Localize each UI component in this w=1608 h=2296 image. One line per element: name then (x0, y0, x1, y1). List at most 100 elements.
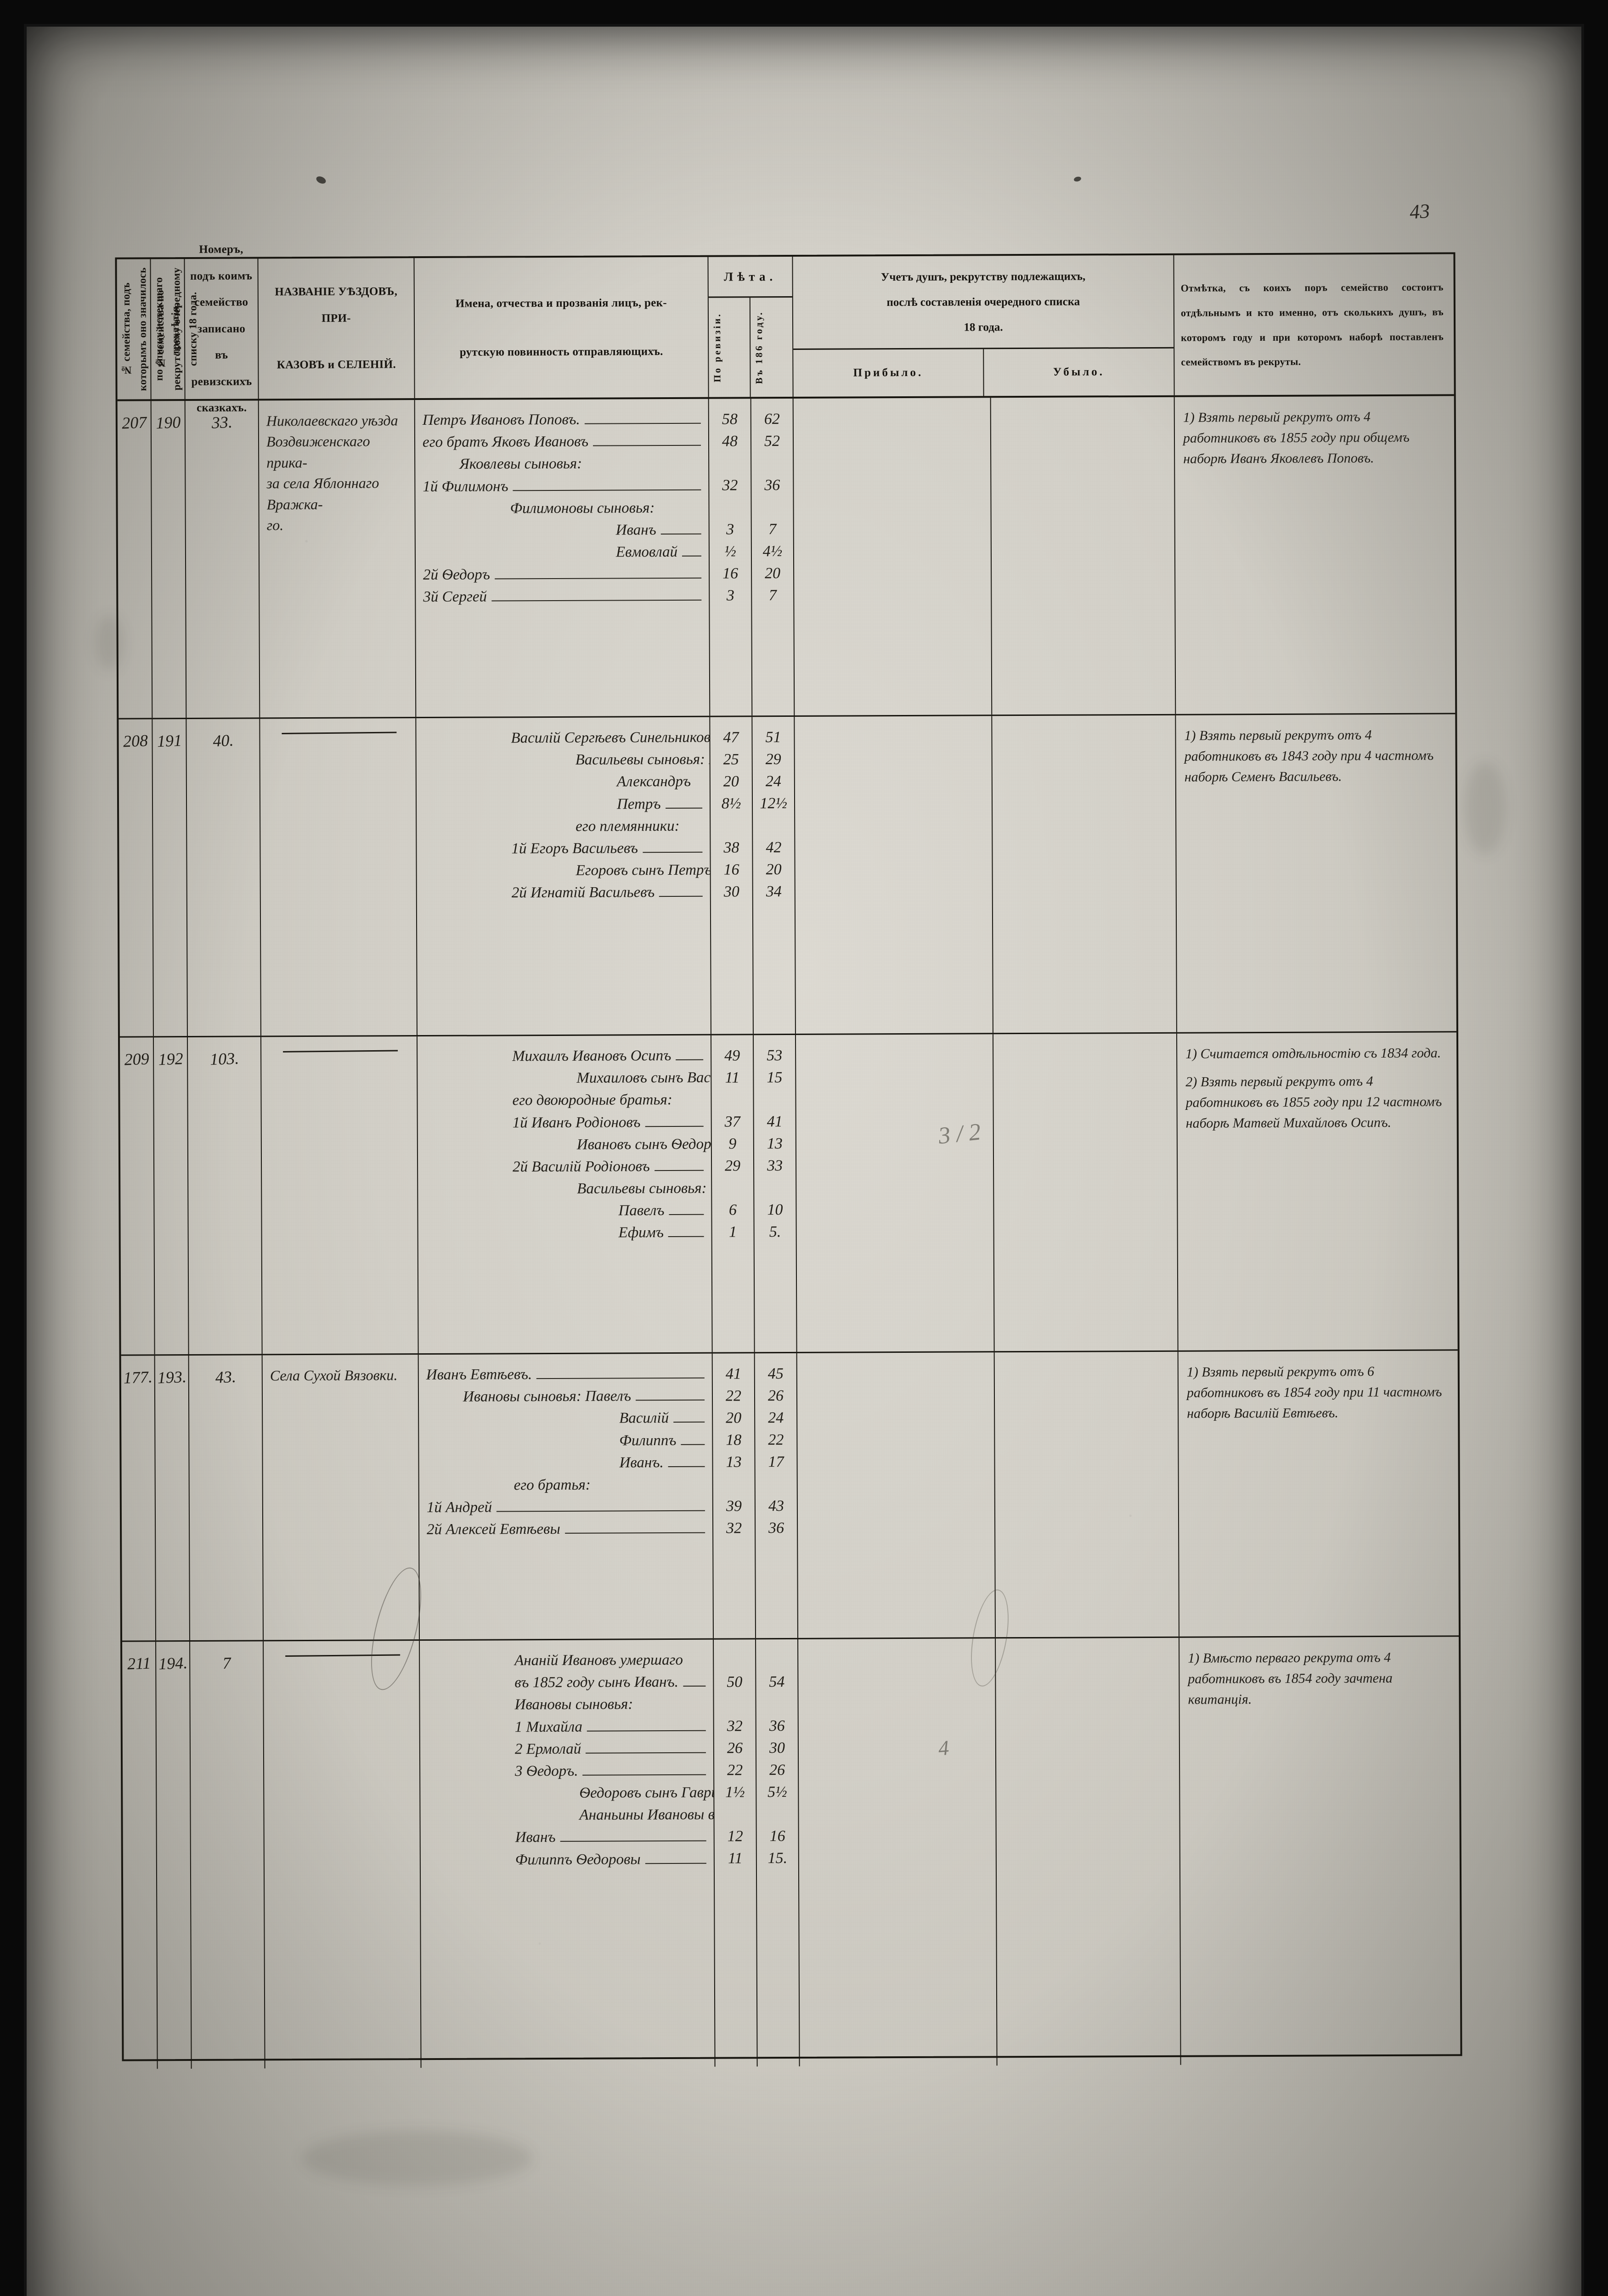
cell-place (264, 1641, 422, 2069)
person-name: Ивановъ сынъ Ѳедоръ (576, 1136, 713, 1153)
age-value (713, 1473, 755, 1495)
value-revision-number: 33. (211, 412, 233, 432)
table-row: 208 191 40. Василій Сергѣевъ Синельниковъ Ва… (118, 714, 1456, 1038)
cell-remarks: 1) Вмѣсто перваго рекрута отъ 4 работник… (1179, 1637, 1457, 2065)
age-value: 52 (764, 433, 780, 450)
cell-remarks: 1) Взять первый рекрутъ отъ 4 работников… (1176, 714, 1453, 1032)
person-name: Павелъ (618, 1202, 665, 1219)
age-value: 32 (726, 1519, 742, 1537)
age-value: 22 (768, 1431, 784, 1449)
age-value: 47 (723, 729, 739, 746)
value-recruit-list-number: 194. (158, 1653, 188, 1673)
value-recruit-list-number: 192 (158, 1049, 184, 1069)
age-value: 43 (768, 1497, 784, 1515)
value-revision-number: 43. (215, 1367, 237, 1387)
person-name-line: его братья: (427, 1474, 707, 1497)
header-person-names-line1: Имена, отчества и прозванiя лицъ, рек- (455, 297, 667, 310)
cell-recruit-list-number: 191 (152, 719, 188, 1036)
cell-prev-list-number: 211 (122, 1642, 158, 2069)
age-value: 41 (725, 1365, 741, 1383)
age-value: 16 (723, 861, 739, 878)
person-name: Петръ Ивановъ Поповъ. (422, 411, 580, 429)
person-name: 1й Егоръ Васильевъ (511, 840, 638, 857)
age-value: 51 (765, 729, 781, 746)
person-name-line: Ивановъ сынъ Ѳедоръ (425, 1133, 713, 1156)
age-value: 13 (767, 1135, 783, 1153)
place-line: Николаевскаго уѣзда (266, 412, 398, 429)
age-value: 54 (769, 1673, 785, 1691)
remark-paragraph: 2) Взять первый рекрутъ отъ 4 работников… (1185, 1074, 1442, 1131)
cell-arrived (793, 398, 993, 715)
header-remarks: Отмѣтка, съ коихъ поръ семейство состоит… (1174, 254, 1450, 395)
pencil-annotation: 3 / 2 (937, 1119, 982, 1149)
dot-leader (494, 577, 702, 580)
age-value: 9 (728, 1135, 737, 1153)
ditto-dash (282, 732, 397, 734)
person-name: Иванъ (615, 521, 656, 539)
age-value: 16 (722, 565, 739, 582)
age-value: 36 (764, 477, 780, 494)
table-body: 207 190 33. Николаевскаго уѣзда Воздвиженска… (117, 396, 1461, 2069)
cell-age-current-year: 53 15 41 13 33 10 5. (753, 1035, 797, 1352)
cell-recruit-list-number: 194. (156, 1642, 192, 2069)
person-name: Михаилъ Ивановъ Осипъ (512, 1047, 671, 1065)
table-row: 177. 193. 43. Села Сухой Вязовки. Иванъ Евтѣ… (121, 1351, 1459, 1642)
dot-leader (536, 1377, 705, 1379)
person-name-line: Иванъ (428, 1826, 708, 1849)
age-value: 11 (725, 1069, 740, 1086)
person-name-line: Ананій Ивановъ умершаго (427, 1649, 707, 1672)
value-person-names: Василій Сергѣевъ Синельниковъ Васильевы с… (416, 717, 711, 905)
table-header-row: № семейства, подъ которымъ оно значилось… (117, 243, 1454, 415)
cell-remarks: 1) Взять первый рекрутъ отъ 4 работников… (1175, 396, 1452, 714)
value-age-current-year: 45 26 24 22 17 43 36 (755, 1353, 797, 1539)
age-value: 26 (727, 1739, 743, 1757)
header-person-names: Имена, отчества и прозванiя лицъ, рек- р… (414, 257, 709, 399)
cell-age-current-year: 54 36 30 26 5½ 16 15. (756, 1639, 800, 2067)
person-name-line: Васильевы сыновья: (425, 1177, 706, 1201)
dot-leader (665, 807, 703, 809)
dot-leader (659, 895, 703, 897)
header-age-by-revision: По ревизiи. (708, 298, 751, 397)
person-name: Ѳедоровъ сынъ Гаврила. (579, 1784, 716, 1801)
value-remarks: 1) Взять первый рекрутъ отъ 6 работников… (1179, 1351, 1455, 1424)
cell-age-by-revision: 41 22 20 18 13 39 32 (712, 1353, 756, 1638)
value-age-current-year: 51 29 24 12½ 42 20 34 (752, 717, 795, 902)
age-value: 22 (725, 1387, 742, 1405)
value-place: Села Сухой Вязовки. (263, 1355, 418, 1386)
dot-leader (642, 851, 703, 853)
person-name-line: Ѳедоровъ сынъ Гаврила. (428, 1782, 715, 1805)
person-name: 2й Алексей Евтѣевы (427, 1521, 560, 1538)
age-value: 11 (728, 1850, 743, 1867)
age-value: ½ (724, 543, 736, 560)
age-value: 45 (767, 1365, 784, 1383)
age-value: 24 (765, 773, 781, 790)
person-name-line: Яковлевы сыновья: (423, 452, 703, 476)
dot-leader (584, 422, 701, 424)
value-prev-list-number: 209 (124, 1049, 150, 1069)
header-revision-number-label: Номеръ, подъ коимъ семейство записано въ… (190, 243, 253, 415)
person-name: его братъ Яковъ Ивановъ (422, 433, 589, 451)
cell-arrived (798, 1638, 998, 2066)
person-name: Ивановы сыновья: Павелъ (463, 1388, 632, 1405)
person-name: Ефимъ (618, 1224, 664, 1241)
cell-recruit-list-number: 192 (153, 1037, 189, 1355)
dot-leader (582, 1774, 706, 1776)
age-value: 36 (768, 1519, 784, 1537)
age-value: 50 (727, 1673, 743, 1691)
age-value: 48 (722, 433, 738, 450)
cell-revision-number: 40. (186, 719, 261, 1036)
dot-leader (645, 1863, 706, 1864)
age-value: 36 (769, 1717, 785, 1735)
place-line: Села Сухой Вязовки. (270, 1367, 398, 1384)
person-name: Александръ (616, 773, 691, 790)
folio-number: 43 (1409, 199, 1431, 224)
person-name-line: Иванъ Евтѣевъ. (426, 1363, 706, 1386)
cell-departed (994, 1351, 1180, 1638)
dot-leader (660, 533, 701, 535)
header-recruit-list-number: № семейства по рекрутскому очередному сп… (151, 259, 199, 400)
person-name-line: Василій (426, 1407, 706, 1430)
age-value (714, 1803, 756, 1825)
remark-paragraph: 1) Считается отдѣльностію съ 1834 года. (1185, 1045, 1441, 1062)
age-value (751, 452, 793, 474)
